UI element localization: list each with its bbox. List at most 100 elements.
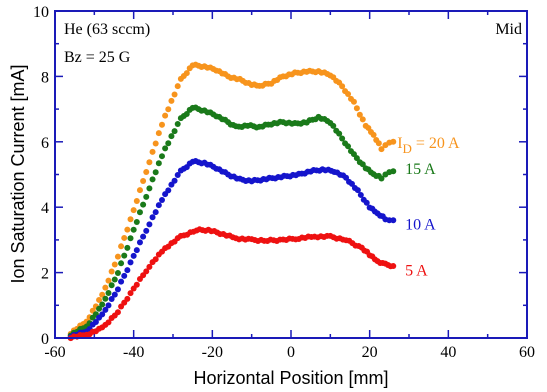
data-point xyxy=(149,176,156,183)
y-axis-label: Ion Saturation Current [mA] xyxy=(8,64,28,283)
data-point xyxy=(378,146,385,153)
data-point xyxy=(378,175,385,182)
data-point xyxy=(174,121,181,128)
data-point xyxy=(133,198,140,205)
series-labels: ID = 20 A 15 A 10 A 5 A xyxy=(397,135,460,280)
data-point xyxy=(336,130,343,137)
data-point xyxy=(162,112,169,119)
data-point xyxy=(118,278,125,285)
data-point xyxy=(330,122,337,129)
data-point xyxy=(114,253,121,260)
data-point xyxy=(136,209,143,216)
data-point xyxy=(143,268,150,275)
data-point xyxy=(171,177,178,184)
data-point xyxy=(359,116,366,123)
x-tick-label: 0 xyxy=(287,344,295,361)
data-point xyxy=(96,296,103,303)
data-point xyxy=(105,290,112,296)
data-point xyxy=(168,97,175,104)
data-point xyxy=(146,185,153,192)
data-point xyxy=(146,221,153,228)
data-point xyxy=(136,239,143,246)
annotation-field: Bz = 25 G xyxy=(64,49,131,66)
data-point xyxy=(158,121,165,128)
data-point xyxy=(370,131,377,138)
data-point xyxy=(99,311,106,318)
annotation-gas: He (63 sccm) xyxy=(64,21,150,38)
data-point xyxy=(350,98,357,105)
data-point xyxy=(96,305,103,312)
data-point xyxy=(149,148,156,155)
data-point xyxy=(345,143,352,150)
data-point xyxy=(140,201,147,208)
data-point xyxy=(105,319,112,326)
data-point xyxy=(155,160,162,167)
data-point xyxy=(102,295,109,302)
data-point xyxy=(174,83,181,90)
data-point xyxy=(127,235,134,242)
data-point xyxy=(146,263,153,270)
y-tick-label: 10 xyxy=(33,4,49,21)
data-point xyxy=(390,263,397,270)
data-point xyxy=(114,309,121,316)
data-point xyxy=(111,276,118,283)
data-point xyxy=(124,244,131,251)
data-point xyxy=(102,306,109,313)
data-point xyxy=(171,128,178,135)
data-point xyxy=(133,218,140,225)
data-point xyxy=(158,153,165,160)
data-point xyxy=(152,169,159,176)
data-point xyxy=(127,216,134,223)
data-point xyxy=(111,291,118,298)
y-tick-label: 8 xyxy=(41,69,49,86)
data-point xyxy=(114,269,121,276)
data-points xyxy=(67,61,397,342)
data-point xyxy=(121,234,128,241)
data-point xyxy=(353,105,360,112)
x-tick-label: 40 xyxy=(440,344,456,361)
data-point xyxy=(136,187,143,194)
data-point xyxy=(339,83,346,90)
data-point xyxy=(168,133,175,140)
data-point xyxy=(345,90,352,97)
data-point xyxy=(124,267,131,274)
annotation-location: Mid xyxy=(495,21,522,38)
x-tick-label: 20 xyxy=(362,344,378,361)
data-point xyxy=(375,140,382,147)
data-point xyxy=(105,277,112,284)
data-point xyxy=(155,130,162,137)
data-point xyxy=(165,106,172,113)
data-point xyxy=(127,259,134,266)
series-label: 15 A xyxy=(405,161,436,178)
data-point xyxy=(155,202,162,209)
data-point xyxy=(133,247,140,254)
data-point xyxy=(152,256,159,263)
data-point xyxy=(183,70,190,77)
data-point xyxy=(130,226,137,233)
x-tick-label: 60 xyxy=(519,344,535,361)
series-label: 10 A xyxy=(405,217,436,234)
data-point xyxy=(165,140,172,147)
data-point xyxy=(108,282,115,289)
data-point xyxy=(127,290,134,297)
y-tick-label: 6 xyxy=(41,135,49,152)
x-tick-label: -40 xyxy=(123,344,144,361)
data-point xyxy=(152,209,159,216)
data-point xyxy=(99,301,106,308)
x-axis-label: Horizontal Position [mm] xyxy=(193,368,388,388)
x-tick-label: -20 xyxy=(202,344,223,361)
data-point xyxy=(130,252,137,259)
y-tick-label: 2 xyxy=(41,266,49,283)
data-point xyxy=(363,199,370,206)
data-point xyxy=(111,261,118,268)
series-label: 5 A xyxy=(405,262,428,279)
data-point xyxy=(390,138,397,145)
data-point xyxy=(108,268,115,275)
data-point xyxy=(118,243,125,250)
data-point xyxy=(146,159,153,166)
data-point xyxy=(143,227,150,234)
data-point xyxy=(102,284,109,291)
data-point xyxy=(99,291,106,298)
data-point xyxy=(140,233,147,240)
